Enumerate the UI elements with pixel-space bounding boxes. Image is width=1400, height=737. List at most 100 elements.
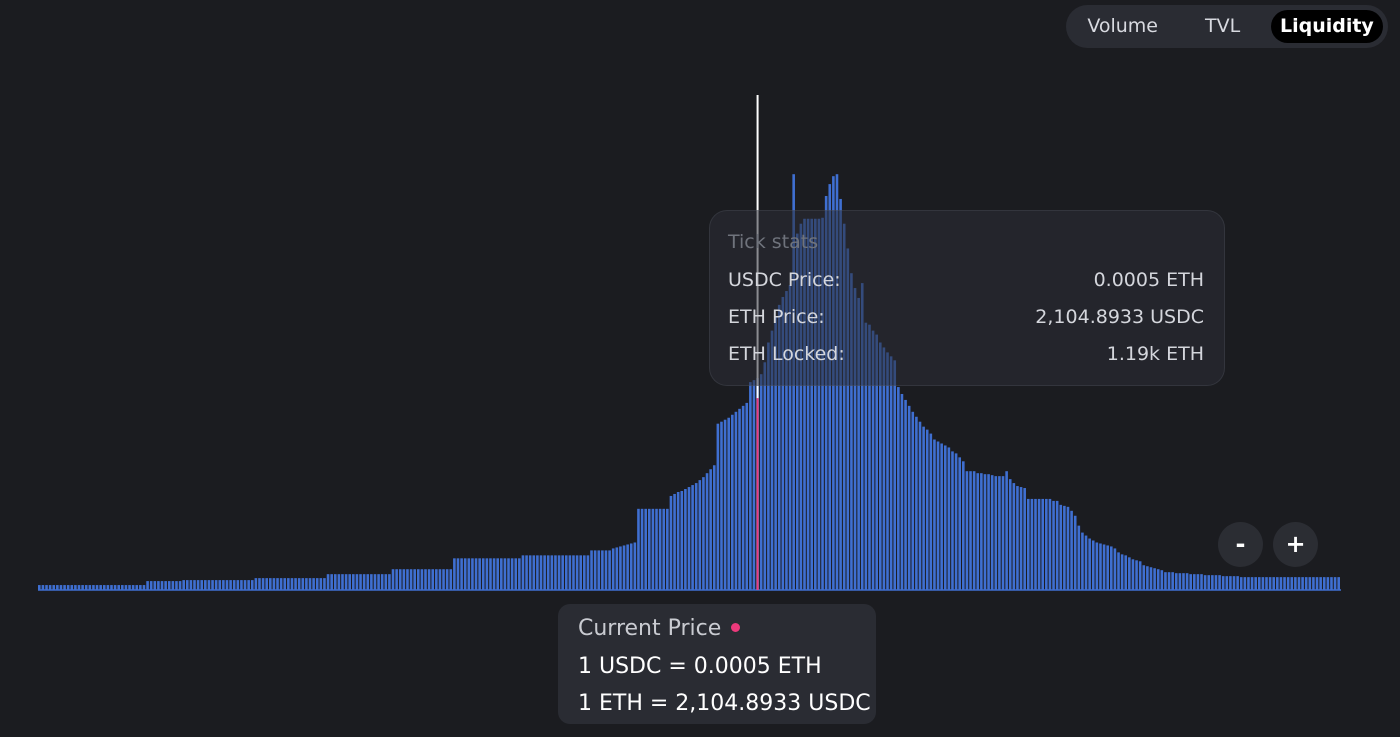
liquidity-bar[interactable] <box>774 316 777 590</box>
liquidity-bar[interactable] <box>391 569 395 590</box>
liquidity-bar[interactable] <box>889 356 893 590</box>
liquidity-bar[interactable] <box>904 399 907 590</box>
liquidity-bar[interactable] <box>427 569 431 590</box>
liquidity-bar[interactable] <box>749 382 752 590</box>
liquidity-bar[interactable] <box>712 465 716 590</box>
liquidity-bar[interactable] <box>481 558 485 590</box>
liquidity-bar[interactable] <box>1232 576 1236 590</box>
liquidity-bar[interactable] <box>911 411 915 590</box>
liquidity-bar[interactable] <box>1005 471 1008 590</box>
liquidity-bar[interactable] <box>1016 486 1019 590</box>
liquidity-bar[interactable] <box>1322 577 1326 590</box>
liquidity-bar[interactable] <box>528 555 532 590</box>
liquidity-bar[interactable] <box>810 218 814 590</box>
liquidity-bar[interactable] <box>341 574 344 590</box>
liquidity-bar[interactable] <box>445 569 449 590</box>
liquidity-bar[interactable] <box>1203 575 1207 590</box>
liquidity-bar[interactable] <box>878 342 882 591</box>
liquidity-bar[interactable] <box>442 569 445 590</box>
liquidity-bar[interactable] <box>994 476 998 590</box>
liquidity-bar[interactable] <box>572 555 575 590</box>
liquidity-bar[interactable] <box>110 585 113 590</box>
liquidity-bar[interactable] <box>857 297 860 590</box>
liquidity-bar[interactable] <box>951 451 954 590</box>
liquidity-bar[interactable] <box>41 585 45 590</box>
liquidity-bar[interactable] <box>315 578 319 590</box>
liquidity-bar[interactable] <box>153 581 157 590</box>
liquidity-bar[interactable] <box>1221 576 1225 590</box>
liquidity-bar[interactable] <box>1048 498 1052 590</box>
liquidity-bar[interactable] <box>546 555 550 590</box>
liquidity-bar[interactable] <box>56 585 59 590</box>
liquidity-bar[interactable] <box>976 473 980 590</box>
liquidity-bar[interactable] <box>1102 544 1106 590</box>
liquidity-bar[interactable] <box>543 555 546 590</box>
liquidity-bar[interactable] <box>1120 554 1124 590</box>
liquidity-bar[interactable] <box>326 574 330 590</box>
liquidity-bar[interactable] <box>63 585 66 590</box>
liquidity-bar[interactable] <box>258 578 261 590</box>
liquidity-bar[interactable] <box>741 405 745 590</box>
liquidity-bar[interactable] <box>102 585 106 590</box>
liquidity-bar[interactable] <box>907 405 911 590</box>
liquidity-bar[interactable] <box>1196 574 1200 590</box>
liquidity-bar[interactable] <box>702 477 705 590</box>
liquidity-bar[interactable] <box>1193 574 1196 590</box>
liquidity-bar[interactable] <box>871 330 875 590</box>
liquidity-bar[interactable] <box>384 574 388 590</box>
liquidity-bar[interactable] <box>48 585 52 590</box>
liquidity-bar[interactable] <box>795 233 799 590</box>
liquidity-bar[interactable] <box>969 471 972 590</box>
liquidity-bar[interactable] <box>680 491 684 590</box>
liquidity-bar[interactable] <box>398 569 402 590</box>
liquidity-bar[interactable] <box>777 304 781 590</box>
liquidity-bar[interactable] <box>485 558 489 590</box>
liquidity-bar[interactable] <box>864 322 868 590</box>
liquidity-bar[interactable] <box>236 580 240 590</box>
liquidity-bar[interactable] <box>644 508 647 590</box>
liquidity-bar[interactable] <box>1333 577 1337 590</box>
liquidity-bar[interactable] <box>254 578 258 590</box>
liquidity-bar[interactable] <box>265 578 268 590</box>
liquidity-bar[interactable] <box>525 555 528 590</box>
liquidity-bar[interactable] <box>449 569 453 590</box>
liquidity-bar[interactable] <box>1063 505 1066 590</box>
liquidity-bar[interactable] <box>478 558 481 590</box>
liquidity-bar[interactable] <box>1257 577 1261 590</box>
liquidity-bar[interactable] <box>456 558 460 590</box>
liquidity-bar[interactable] <box>1247 577 1250 590</box>
liquidity-bar[interactable] <box>395 569 398 590</box>
liquidity-bar[interactable] <box>431 569 435 590</box>
liquidity-bar[interactable] <box>250 580 254 590</box>
liquidity-bar[interactable] <box>240 580 243 590</box>
liquidity-bar[interactable] <box>362 574 366 590</box>
liquidity-bar[interactable] <box>983 474 987 590</box>
liquidity-bar[interactable] <box>568 555 572 590</box>
liquidity-bar[interactable] <box>420 569 424 590</box>
liquidity-bar[interactable] <box>1052 500 1055 590</box>
liquidity-bar[interactable] <box>886 352 889 590</box>
liquidity-bar[interactable] <box>1055 500 1059 590</box>
liquidity-bar[interactable] <box>1279 577 1283 590</box>
liquidity-bar[interactable] <box>276 578 279 590</box>
liquidity-bar[interactable] <box>283 578 287 590</box>
liquidity-bar[interactable] <box>1146 566 1149 590</box>
liquidity-bar[interactable] <box>691 485 694 590</box>
liquidity-bar[interactable] <box>290 578 294 590</box>
liquidity-bar[interactable] <box>269 578 272 590</box>
liquidity-bar[interactable] <box>196 580 200 590</box>
liquidity-bar[interactable] <box>1113 548 1117 590</box>
liquidity-bar[interactable] <box>1218 575 1221 590</box>
liquidity-bar[interactable] <box>59 585 63 590</box>
liquidity-bar[interactable] <box>647 508 651 590</box>
liquidity-bar[interactable] <box>1200 574 1203 590</box>
liquidity-bar[interactable] <box>1290 577 1294 590</box>
liquidity-bar[interactable] <box>575 555 579 590</box>
liquidity-bar[interactable] <box>814 218 817 590</box>
liquidity-bar[interactable] <box>323 578 326 590</box>
liquidity-bar[interactable] <box>189 580 193 590</box>
liquidity-bar[interactable] <box>557 555 561 590</box>
liquidity-bar[interactable] <box>550 555 554 590</box>
liquidity-bar[interactable] <box>135 585 139 590</box>
liquidity-bar[interactable] <box>698 480 702 590</box>
